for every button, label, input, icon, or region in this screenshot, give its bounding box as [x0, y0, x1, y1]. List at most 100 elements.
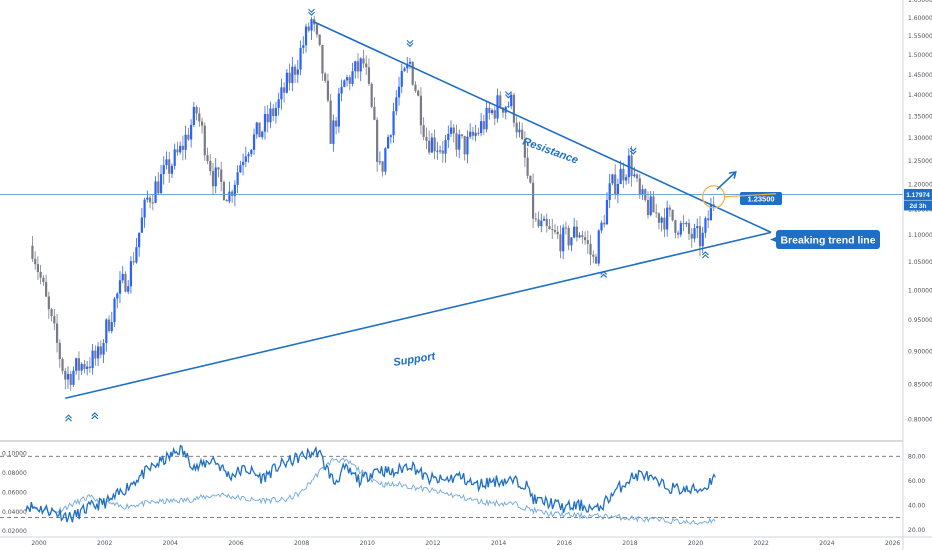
candle-body	[646, 200, 650, 216]
candle-body	[296, 69, 299, 75]
candle-body	[458, 134, 461, 150]
candle-body	[641, 189, 644, 195]
candle-body	[337, 93, 340, 127]
candle-body	[184, 134, 187, 150]
y-tick-label: 1.25000	[908, 158, 932, 165]
candle-body	[258, 122, 261, 138]
candle-body	[190, 125, 193, 140]
candle-body	[419, 95, 423, 126]
candle-body	[652, 196, 655, 213]
x-tick-label: 2002	[97, 540, 112, 547]
candle-body	[214, 167, 217, 187]
price-badge	[904, 188, 932, 200]
candle-body	[138, 232, 141, 248]
candle-body	[187, 134, 190, 140]
candle-body	[499, 95, 502, 108]
resistance-trendline[interactable]	[312, 20, 772, 234]
y-tick-label: 0.90000	[908, 348, 932, 355]
candle-body	[129, 261, 133, 287]
candle-body	[597, 230, 600, 264]
candle-body	[217, 167, 220, 170]
y-tick-label: 1.20000	[908, 182, 932, 189]
bottom-marker-icon	[600, 270, 608, 278]
candle-body	[195, 106, 198, 114]
candle-body	[583, 237, 587, 241]
candle-body	[485, 107, 488, 130]
top-marker-icon	[505, 91, 512, 99]
candle-body	[209, 161, 212, 171]
breakout-callout-text: Breaking trend line	[780, 235, 875, 247]
candle-body	[198, 113, 201, 122]
candle-body	[693, 228, 696, 239]
candle-body	[551, 228, 554, 231]
candle-body	[553, 230, 557, 232]
candle-body	[288, 72, 291, 84]
candle-body	[674, 220, 677, 233]
candle-body	[480, 121, 483, 134]
candle-body	[113, 298, 116, 323]
candle-body	[397, 86, 401, 98]
candle-body	[512, 94, 516, 123]
callout-pointer	[770, 237, 776, 242]
candle-body	[200, 121, 204, 126]
candle-body	[518, 129, 521, 133]
candle-body	[69, 373, 72, 385]
candle-body	[425, 136, 428, 141]
callout-connector	[724, 193, 777, 198]
candle-body	[611, 174, 614, 184]
y-tick-label: 1.60000	[908, 15, 932, 22]
target-label-text: 1.23500	[747, 195, 774, 204]
candle-body	[105, 319, 108, 344]
candle-body	[140, 217, 143, 233]
candle-body	[99, 346, 102, 355]
candle-body	[36, 264, 40, 272]
candle-body	[168, 159, 171, 174]
candle-body	[116, 293, 119, 299]
candle-body	[447, 133, 450, 141]
candle-body	[64, 370, 67, 380]
osc-right-tick: 80.00	[908, 453, 925, 460]
candle-body	[228, 191, 231, 202]
candle-body	[250, 149, 253, 155]
candle-body	[231, 191, 234, 196]
y-tick-label: 1.65000	[908, 0, 932, 4]
candle-body	[359, 58, 362, 72]
candle-body	[638, 178, 641, 195]
candle-body	[244, 156, 247, 162]
candle-body	[428, 140, 431, 153]
candle-body	[118, 280, 122, 294]
support-trendline[interactable]	[65, 231, 772, 400]
candle-body	[277, 99, 280, 108]
bottom-marker-icon	[65, 414, 72, 422]
candle-body	[203, 125, 206, 156]
candle-body	[575, 226, 578, 238]
candle-body	[460, 134, 464, 137]
candle-body	[324, 73, 327, 81]
candle-body	[236, 172, 239, 185]
candle-body	[220, 169, 223, 182]
candle-body	[477, 132, 480, 134]
y-tick-label: 1.50000	[908, 52, 932, 59]
candle-body	[362, 58, 365, 64]
candle-body	[657, 213, 661, 223]
candle-body	[50, 309, 53, 317]
candle-body	[321, 45, 324, 74]
candle-body	[96, 346, 100, 359]
candle-body	[285, 72, 288, 93]
candle-body	[222, 181, 226, 201]
candle-body	[86, 366, 89, 369]
candle-body	[452, 127, 455, 134]
candle-body	[529, 175, 532, 183]
candle-body	[332, 120, 335, 144]
candle-body	[493, 110, 496, 119]
candle-body	[291, 66, 294, 84]
candle-body	[348, 77, 351, 84]
candle-body	[696, 226, 699, 229]
candle-body	[422, 125, 425, 137]
candle-body	[151, 202, 154, 204]
candle-body	[438, 150, 442, 152]
candle-body	[501, 107, 505, 113]
candle-body	[548, 226, 551, 229]
x-tick-label: 2012	[425, 540, 440, 547]
